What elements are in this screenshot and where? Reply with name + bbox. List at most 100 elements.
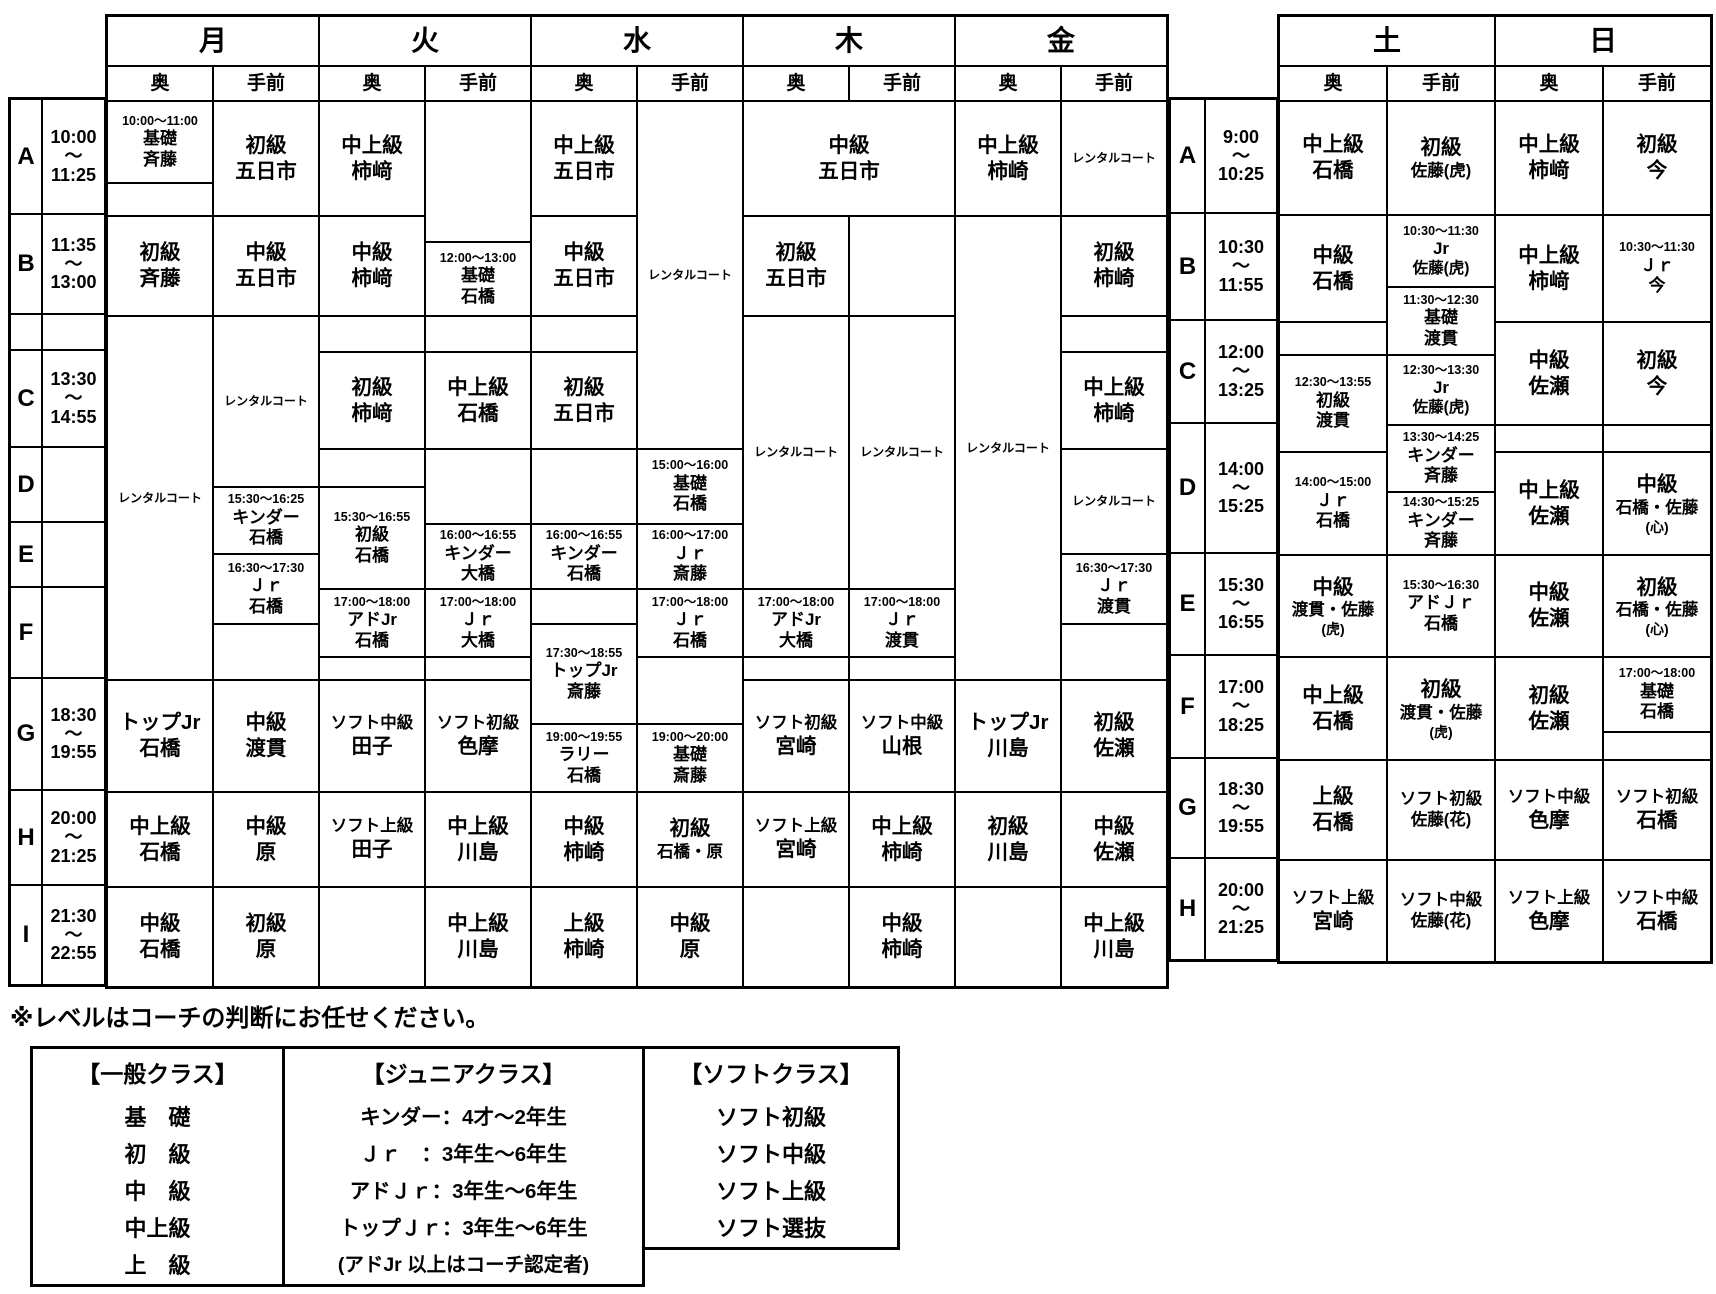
slot-text: Ｊｒ: [885, 610, 919, 630]
rental-court-slot: レンタルコート: [1061, 101, 1167, 216]
row-time-A: 10:00 ～ 11:25: [42, 99, 105, 214]
class-slot: トップJr 川島: [955, 680, 1061, 792]
slot-text: 柿崎: [563, 938, 605, 961]
slot-text: ～: [64, 723, 83, 744]
slot-text: アドＪｒ：3年生～6年生: [349, 1179, 578, 1203]
class-slot: 16:00～16:55 キンダー 大橋: [425, 524, 531, 589]
class-slot: ソフト初級 宮崎: [743, 680, 849, 792]
rental-court-slot: レンタルコート: [743, 316, 849, 589]
slot-text: 手前: [458, 72, 497, 94]
row-time-B: 10:30 ～ 11:55: [1205, 213, 1277, 320]
class-slot: Ｊｒ ：3年生～6年生: [285, 1136, 642, 1173]
spacer: [42, 314, 105, 350]
slot-text: 奥: [150, 72, 170, 94]
slot-text: 中上級: [1302, 683, 1364, 707]
slot-text: 初級: [563, 375, 605, 399]
empty-slot: [425, 449, 531, 524]
row-time-E: 15:30 ～ 16:55: [1205, 553, 1277, 655]
class-slot: 14:00～15:00 Ｊｒ 石橋: [1279, 452, 1387, 555]
blocked-slot: [213, 624, 319, 680]
slot-text: 中上級: [1518, 478, 1580, 502]
slot-text: 佐瀬: [1093, 737, 1135, 760]
slot-text: 宮崎: [1312, 909, 1354, 933]
class-slot: 初級 斉藤: [107, 216, 213, 316]
slot-text: 13:00: [50, 272, 97, 293]
slot-text: A: [1178, 142, 1197, 169]
slot-time: 13:30～14:25: [1402, 430, 1480, 445]
blocked-slot: [319, 316, 425, 352]
slot-time: 15:30～16:25: [227, 492, 305, 507]
slot-text: 斉藤: [1424, 531, 1458, 551]
slot-text: 五日市: [235, 267, 297, 290]
court-header-back: 奥: [1495, 66, 1603, 101]
slot-text: 【一般クラス】: [77, 1060, 238, 1087]
class-slot: 17:00～18:00 基礎 石橋: [1603, 657, 1711, 732]
slot-text: ～: [64, 827, 83, 848]
slot-text: 中上級: [447, 814, 509, 838]
slot-text: 石橋: [673, 630, 707, 650]
slot-text: 石橋・原: [657, 843, 723, 861]
class-slot: アドＪｒ：3年生～6年生: [285, 1173, 642, 1210]
slot-text: レンタルコート: [1072, 151, 1156, 165]
class-slot: 12:30～13:30 Jr 佐藤(虎): [1387, 355, 1495, 425]
slot-text: 田子: [351, 838, 393, 861]
slot-time: 17:00～18:00: [863, 594, 941, 609]
slot-text: 石橋: [1312, 709, 1354, 733]
slot-text: 佐藤(花): [1410, 912, 1472, 930]
slot-text: 土: [1372, 25, 1401, 56]
slot-text: 柿崎: [1093, 401, 1135, 425]
legend-soft-classes: 【ソフトクラス】 ソフト初級 ソフト中級 ソフト上級 ソフト選抜: [642, 1046, 900, 1250]
class-slot: 中級原: [637, 887, 743, 987]
class-slot: 初 級: [33, 1136, 282, 1173]
slot-text: A: [17, 142, 35, 170]
slot-text: 石橋: [567, 765, 601, 785]
slot-text: 13:25: [1217, 379, 1265, 400]
class-slot: ソフト初級 佐藤(花): [1387, 760, 1495, 860]
class-slot: ソフト上級 田子: [319, 792, 425, 887]
row-time-G: 18:30 ～ 19:55: [42, 678, 105, 790]
row-time-D: [42, 447, 105, 522]
slot-time: 17:30～18:55: [545, 645, 623, 660]
class-slot: 中級 柿崎: [531, 792, 637, 887]
slot-text: 中級: [828, 133, 870, 157]
legend-header-junior: 【ジュニアクラス】: [285, 1049, 642, 1099]
slot-time: 15:30～16:30: [1402, 577, 1480, 592]
slot-text: 原: [255, 938, 277, 961]
slot-text: 中上級: [1518, 243, 1580, 267]
slot-text: ～: [1232, 256, 1250, 277]
slot-text: 奥: [998, 72, 1018, 94]
slot-text: 斉藤: [1424, 466, 1458, 486]
class-slot: 16:30～17:30 Ｊｒ 渡貫: [1061, 554, 1167, 624]
legend-junior-classes: 【ジュニアクラス】 キンダー：4才～2年生 Ｊｒ ：3年生～6年生 アドＪｒ：3年生～…: [282, 1046, 645, 1287]
class-slot: 17:00～18:00 Ｊｒ 石橋: [637, 589, 743, 657]
slot-text: 18:30: [50, 704, 97, 725]
blocked-slot: [1061, 624, 1167, 680]
slot-text: 中級: [245, 814, 287, 838]
class-slot: ソフト中級 石橋: [1603, 860, 1711, 962]
slot-text: 佐瀬: [1528, 709, 1570, 733]
class-slot: 中上級 五日市: [531, 101, 637, 216]
class-slot: 中上級 柿﨑: [1495, 101, 1603, 215]
slot-text: 石橋: [457, 401, 499, 425]
slot-text: レンタルコート: [754, 445, 838, 459]
slot-text: 手前: [882, 72, 921, 94]
slot-text: 14:55: [50, 406, 97, 427]
slot-text: ～: [1232, 898, 1250, 919]
legend-general-classes: 【一般クラス】基 礎初 級中 級中上級上 級: [30, 1046, 285, 1287]
slot-text: 11:35: [50, 234, 97, 255]
slot-text: 渡貫: [885, 630, 919, 650]
slot-text: 中級: [563, 814, 605, 838]
slot-text: 原: [679, 938, 701, 961]
blocked-slot: [425, 657, 531, 680]
class-slot: 初級 佐瀬: [1495, 657, 1603, 760]
row-time-D: 14:00 ～ 15:25: [1205, 423, 1277, 553]
slot-text: 川島: [987, 840, 1029, 864]
slot-text: 渡貫: [245, 737, 287, 760]
blocked-slot: [1603, 425, 1711, 452]
court-header-front: 手前: [213, 66, 319, 101]
slot-text: ～: [1232, 361, 1250, 382]
row-time-A: 9:00 ～ 10:25: [1205, 99, 1277, 213]
slot-text: Ｊｒ: [673, 610, 707, 630]
class-slot: 16:30～17:30 Ｊｒ 石橋: [213, 554, 319, 624]
slot-text: 中上級: [553, 133, 615, 157]
